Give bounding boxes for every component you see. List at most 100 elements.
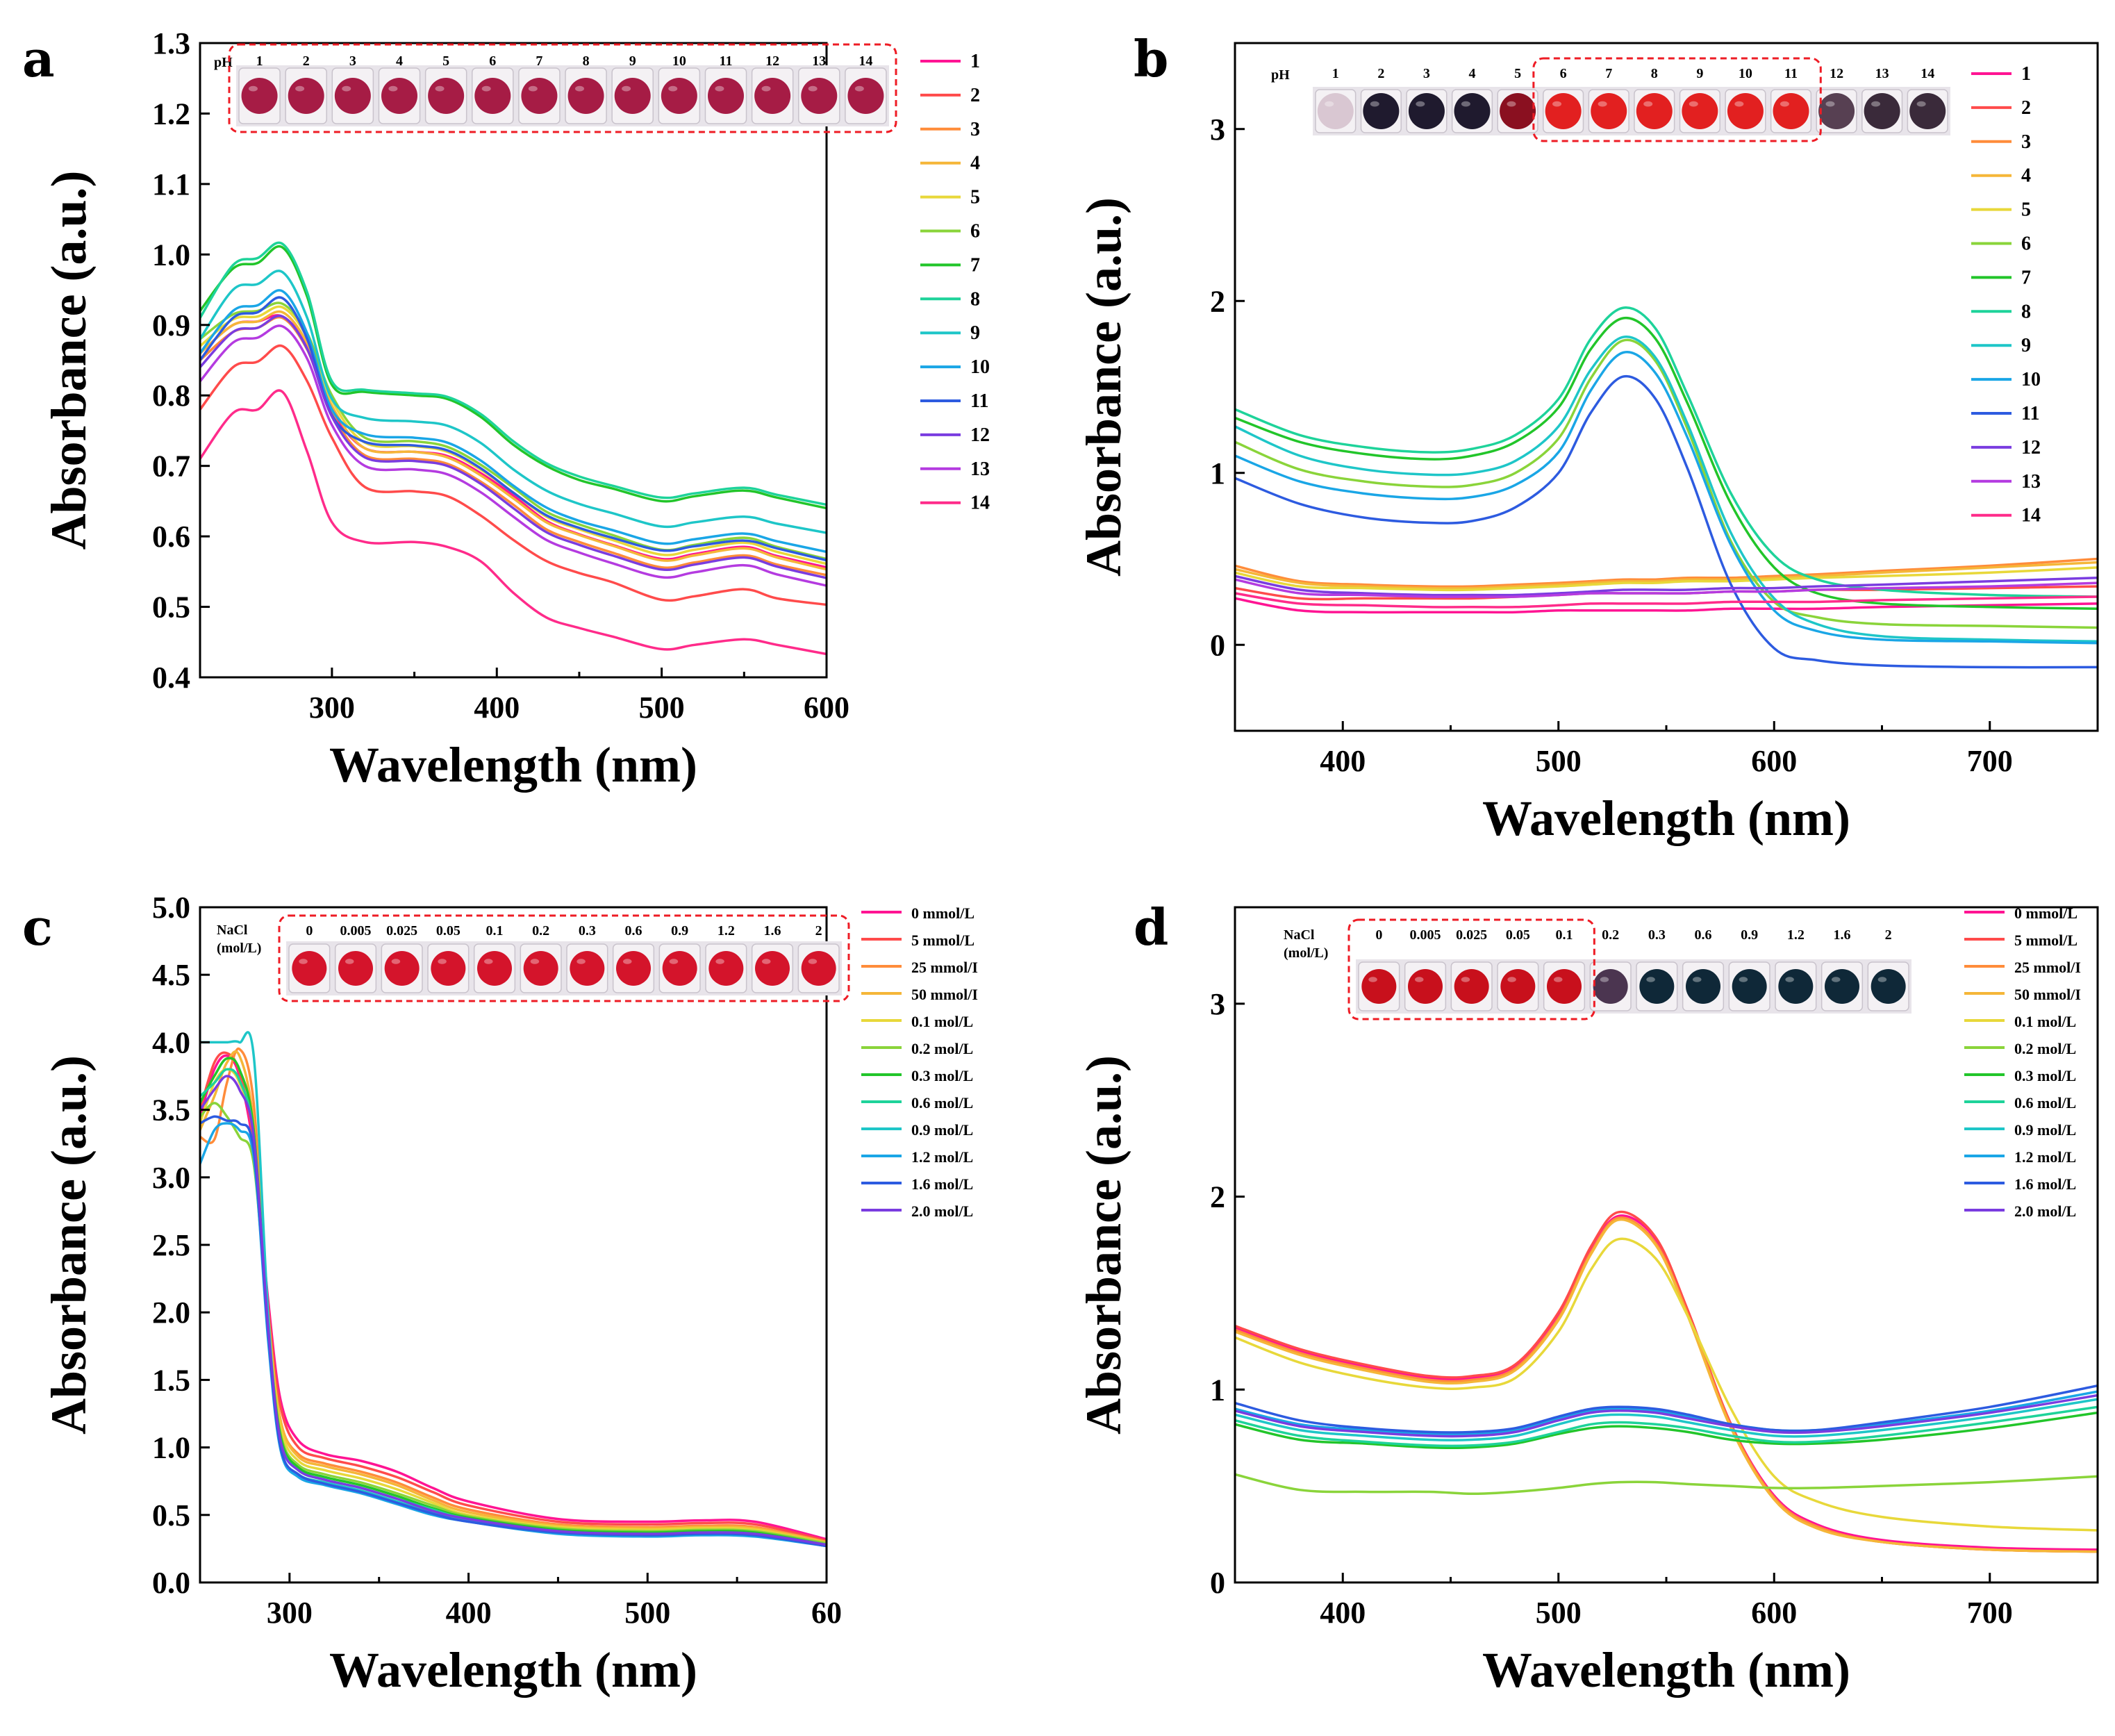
y-tick-label: 0.6 <box>152 520 190 554</box>
inset-well <box>614 78 651 114</box>
inset-sample-label: 10 <box>672 53 686 69</box>
series-line-9 <box>1235 336 2098 643</box>
inset-sample-label: 6 <box>489 53 496 69</box>
x-tick-label: 400 <box>474 691 520 725</box>
inset-well <box>1686 969 1720 1004</box>
inset-well-highlight <box>668 85 678 92</box>
inset-well <box>1732 969 1767 1004</box>
legend-label: 5 <box>970 187 980 208</box>
inset-highlight-box <box>278 914 850 1002</box>
y-tick-label: 2.5 <box>152 1228 190 1262</box>
legend-label: 0 mmol/L <box>911 904 974 922</box>
inset-sample-label: 0.6 <box>625 923 642 939</box>
sample-inset: NaCl (mol/L) 0 0.005 0.025 0.05 0.1 0.2 0.3 0.6 0.… <box>217 914 850 1002</box>
inset-well <box>801 78 838 114</box>
inset-well <box>1593 969 1628 1004</box>
legend-label: 12 <box>2021 437 2041 458</box>
inset-well-highlight <box>438 959 447 964</box>
legend-label: 0.2 mol/L <box>2014 1040 2076 1057</box>
inset-well-highlight <box>435 85 445 92</box>
inset-sample-label: 14 <box>859 53 872 69</box>
x-tick-label: 500 <box>639 691 685 725</box>
legend-label: 9 <box>970 322 980 344</box>
inset-sample-label: 0.05 <box>1506 927 1530 943</box>
legend-label: 5 mmol/L <box>911 932 974 949</box>
series-line-0.3-mol/L <box>1235 1411 2098 1450</box>
inset-highlight-box <box>1532 57 1822 142</box>
inset-well-highlight <box>574 85 584 92</box>
inset-well <box>1909 93 1946 129</box>
inset-sample-label: 12 <box>765 53 779 69</box>
legend-label: 4 <box>970 153 980 174</box>
panel-letter: d <box>1134 898 1168 957</box>
panel-a: a 300 400 500 600 0.4 0.5 0.6 0.7 0.8 0.9 1.0 1.1 1.2… <box>22 26 990 793</box>
legend: 0 mmol/L 5 mmol/L 25 mmol/I 50 mmol/I 0.1 mo… <box>861 904 978 1220</box>
legend-label: 1 <box>2021 63 2031 85</box>
inset-well-highlight <box>1461 977 1470 982</box>
inset-sample-label: 1.6 <box>1834 927 1851 943</box>
inset-sample-label: 9 <box>1696 66 1703 81</box>
inset-well <box>662 951 697 986</box>
inset-well <box>1639 969 1675 1004</box>
inset-well-highlight <box>1825 101 1835 107</box>
inset-well-highlight <box>1780 101 1789 107</box>
legend-label: 25 mmol/I <box>911 959 978 976</box>
y-tick-label: 2 <box>1210 1180 1225 1214</box>
series-line-14 <box>200 389 827 656</box>
inset-well <box>570 951 605 986</box>
inset-photo <box>1356 959 1911 1014</box>
inset-well <box>1682 93 1718 129</box>
inset-sample-label: 4 <box>396 53 403 69</box>
legend-label: 50 mmol/I <box>2014 986 2081 1003</box>
inset-well-highlight <box>808 85 818 92</box>
inset-sample-label: 1.6 <box>764 923 781 939</box>
inset-prefix: NaCl <box>217 923 248 938</box>
series-line-5-mmol/L <box>200 1051 827 1542</box>
series-line-12 <box>200 314 827 579</box>
legend-label: 9 <box>2021 335 2031 356</box>
legend-label: 6 <box>2021 233 2031 255</box>
inset-well-highlight <box>248 85 258 92</box>
y-tick-label: 1.3 <box>152 26 190 60</box>
inset-well-highlight <box>761 85 771 92</box>
inset-well-highlight <box>1598 101 1607 107</box>
legend-label: 11 <box>2021 403 2039 424</box>
x-tick-label: 600 <box>1751 1596 1797 1630</box>
panel-letter: a <box>22 29 55 88</box>
inset-sample-label: 0.1 <box>486 923 504 939</box>
legend-label: 10 <box>2021 369 2041 390</box>
legend-label: 11 <box>970 390 988 412</box>
inset-sample-label: 9 <box>629 53 636 69</box>
inset-well-highlight <box>1552 101 1562 107</box>
legend-label: 5 <box>2021 199 2031 221</box>
legend-label: 3 <box>2021 131 2031 153</box>
inset-well <box>1818 93 1855 129</box>
inset-well <box>1825 969 1859 1004</box>
series-line-14 <box>1235 592 2098 609</box>
y-tick-label: 0 <box>1210 628 1225 662</box>
inset-sample-label: 0.9 <box>1741 927 1758 943</box>
series-line-13 <box>200 324 827 587</box>
y-axis-title: Absorbance (a.u.) <box>1076 197 1131 577</box>
x-tick-label: 300 <box>309 691 355 725</box>
legend: 0 mmol/L 5 mmol/L 25 mmol/I 50 mmol/I 0.1 mo… <box>1964 904 2081 1220</box>
inset-well-highlight <box>1734 101 1744 107</box>
inset-well-highlight <box>715 85 724 92</box>
inset-sample-label: 0.005 <box>340 923 372 939</box>
inset-sample-label: 7 <box>536 53 542 69</box>
legend-label: 2.0 mol/L <box>2014 1202 2076 1220</box>
legend-label: 0.9 mol/L <box>911 1121 973 1139</box>
legend-label: 0.9 mol/L <box>2014 1121 2076 1139</box>
inset-sample-label: 1.2 <box>1787 927 1805 943</box>
series-line-4 <box>1235 561 2098 590</box>
x-tick-label: 300 <box>267 1596 313 1630</box>
x-tick-label: 500 <box>1536 744 1582 778</box>
y-tick-label: 1.1 <box>152 167 190 201</box>
inset-well-highlight <box>388 85 398 92</box>
series-line-3 <box>1235 557 2098 588</box>
x-axis-title: Wavelength (nm) <box>329 1642 697 1698</box>
y-tick-label: 1.2 <box>152 97 190 131</box>
inset-well <box>334 78 371 114</box>
series-line-1.2-mol/L <box>1235 1390 2098 1436</box>
